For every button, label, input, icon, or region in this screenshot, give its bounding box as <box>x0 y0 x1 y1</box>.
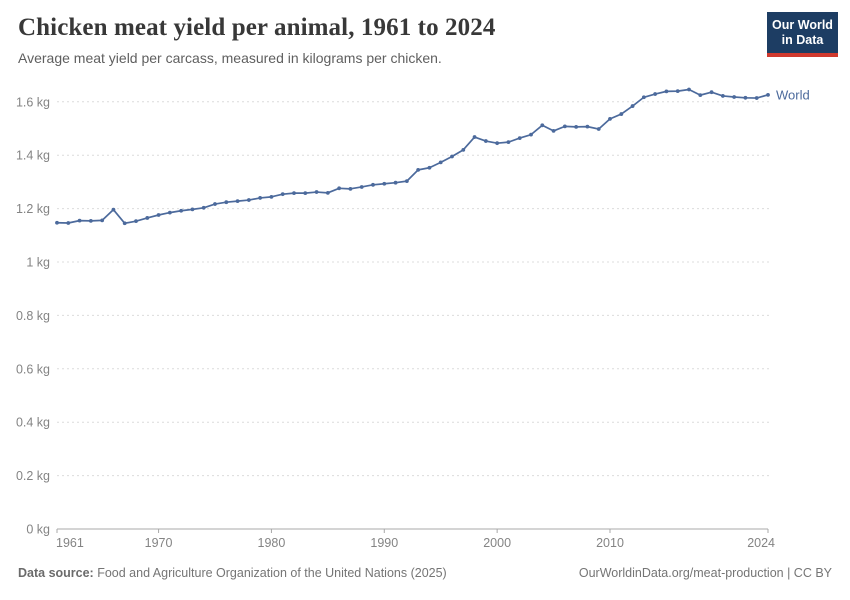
data-point <box>619 112 624 116</box>
y-tick-label: 1 kg <box>26 256 50 270</box>
y-tick-label: 1.2 kg <box>16 202 50 216</box>
data-point <box>698 93 703 98</box>
data-source-text: Food and Agriculture Organization of the… <box>93 566 447 580</box>
x-tick-label: 2024 <box>747 536 775 550</box>
data-source-note: Data source: Food and Agriculture Organi… <box>18 566 447 580</box>
data-point <box>438 160 443 165</box>
data-point <box>641 95 646 100</box>
data-point <box>156 213 161 217</box>
data-point <box>371 182 375 187</box>
y-tick-label: 0.6 kg <box>16 362 50 376</box>
data-point <box>337 186 342 191</box>
data-point <box>314 190 319 194</box>
data-point <box>517 136 522 141</box>
data-point <box>495 141 500 146</box>
data-point <box>145 216 150 220</box>
data-point <box>450 154 454 159</box>
data-point <box>269 194 274 199</box>
data-point <box>348 186 353 191</box>
data-point <box>404 179 409 183</box>
data-point <box>483 139 488 143</box>
data-point <box>754 96 759 100</box>
data-point <box>359 185 364 189</box>
x-tick-label: 2000 <box>483 536 511 550</box>
data-point <box>280 192 285 197</box>
data-point <box>88 218 93 223</box>
data-point <box>720 94 725 98</box>
data-point <box>664 89 669 94</box>
x-tick-label: 1970 <box>145 536 173 550</box>
data-point <box>190 207 195 212</box>
data-point <box>574 124 579 129</box>
world-line <box>56 88 769 225</box>
data-point <box>709 90 714 95</box>
data-point <box>55 220 59 225</box>
data-point <box>303 191 308 196</box>
owid-logo-line2: in Data <box>781 32 824 47</box>
y-tick-label: 0 kg <box>26 523 50 537</box>
data-point <box>551 129 556 133</box>
data-point <box>235 199 240 204</box>
data-point <box>224 200 229 205</box>
data-point <box>427 165 432 170</box>
data-point <box>167 210 172 215</box>
x-tick-label: 1961 <box>56 536 84 550</box>
data-point <box>325 190 330 195</box>
data-point <box>292 191 296 196</box>
data-point <box>732 95 737 99</box>
data-point <box>472 135 477 139</box>
y-tick-label: 1.4 kg <box>16 149 50 163</box>
gridlines <box>57 101 772 477</box>
data-point <box>540 123 545 128</box>
data-point <box>630 104 635 108</box>
data-point <box>213 202 217 206</box>
x-axis: 1961 1970 1980 1990 2000 2010 2024 <box>56 528 775 550</box>
data-point <box>675 89 680 94</box>
data-point <box>111 207 116 212</box>
data-point <box>382 181 387 186</box>
y-tick-label: 0.2 kg <box>16 469 50 483</box>
data-point <box>416 167 421 172</box>
y-tick-label: 0.4 kg <box>16 416 50 430</box>
data-point <box>461 147 466 152</box>
x-tick-label: 1980 <box>258 536 286 550</box>
owid-logo[interactable]: Our World in Data <box>767 12 838 57</box>
data-point <box>201 205 206 210</box>
data-point <box>122 221 127 226</box>
x-tick-label: 2010 <box>596 536 624 550</box>
data-point <box>743 95 748 100</box>
data-point <box>608 116 612 121</box>
data-point <box>258 196 263 200</box>
data-point <box>562 124 567 129</box>
data-point <box>134 219 138 224</box>
attribution-link: OurWorldinData.org/meat-production | CC … <box>578 566 832 580</box>
data-point <box>529 132 533 137</box>
data-point <box>653 92 658 96</box>
chart-subtitle: Average meat yield per carcass, measured… <box>18 50 442 66</box>
data-source-label: Data source: <box>18 566 94 580</box>
y-axis-tick-labels: 0 kg 0.2 kg 0.4 kg 0.6 kg 0.8 kg 1 kg 1.2 kg 1.… <box>16 95 50 536</box>
data-point <box>179 208 184 213</box>
data-point <box>393 180 398 185</box>
data-series: World <box>55 87 810 226</box>
data-point <box>687 87 691 92</box>
data-point <box>506 140 511 145</box>
chart-title: Chicken meat yield per animal, 1961 to 2… <box>18 14 496 41</box>
owid-logo-line1: Our World <box>772 17 833 32</box>
data-point <box>100 218 105 223</box>
y-tick-label: 1.6 kg <box>16 95 50 109</box>
x-tick-label: 1990 <box>370 536 398 550</box>
data-point <box>766 92 770 97</box>
y-tick-label: 0.8 kg <box>16 309 50 323</box>
data-point <box>585 124 590 129</box>
chart-footer: Data source: Food and Agriculture Organi… <box>18 566 832 580</box>
data-point <box>596 127 601 131</box>
series-end-label: World <box>776 87 810 102</box>
data-point <box>66 221 71 225</box>
data-point <box>77 218 82 223</box>
data-point <box>246 198 251 202</box>
